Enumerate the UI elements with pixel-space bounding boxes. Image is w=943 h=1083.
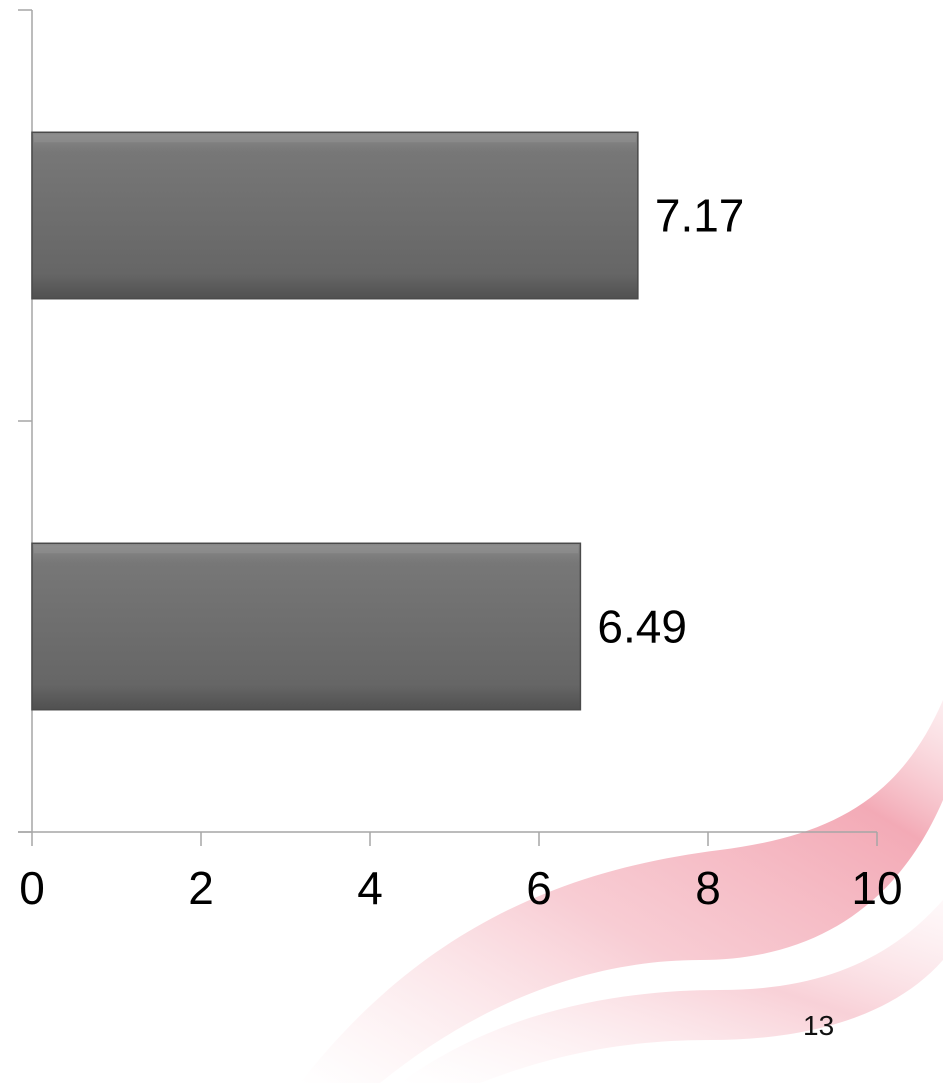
bar-highlight [34,134,636,143]
x-tick-label: 10 [851,862,902,914]
x-tick-label: 8 [695,862,721,914]
bar [31,542,582,711]
decorative-swoosh [300,700,943,1083]
data-labels: 7.17 6.49 [597,190,744,653]
bar [31,131,639,300]
x-tick-label: 2 [188,862,214,914]
bar-series [31,131,639,711]
bar-chart: 0 2 4 6 8 10 7.17 6.49 [18,9,903,914]
x-tick-label: 4 [357,862,383,914]
x-tick-label: 6 [526,862,552,914]
page-number: 13 [803,1010,835,1041]
bar-highlight [34,545,579,554]
x-tick-labels: 0 2 4 6 8 10 [19,862,902,914]
x-tick-label: 0 [19,862,45,914]
data-label: 6.49 [597,601,687,653]
data-label: 7.17 [655,190,745,242]
